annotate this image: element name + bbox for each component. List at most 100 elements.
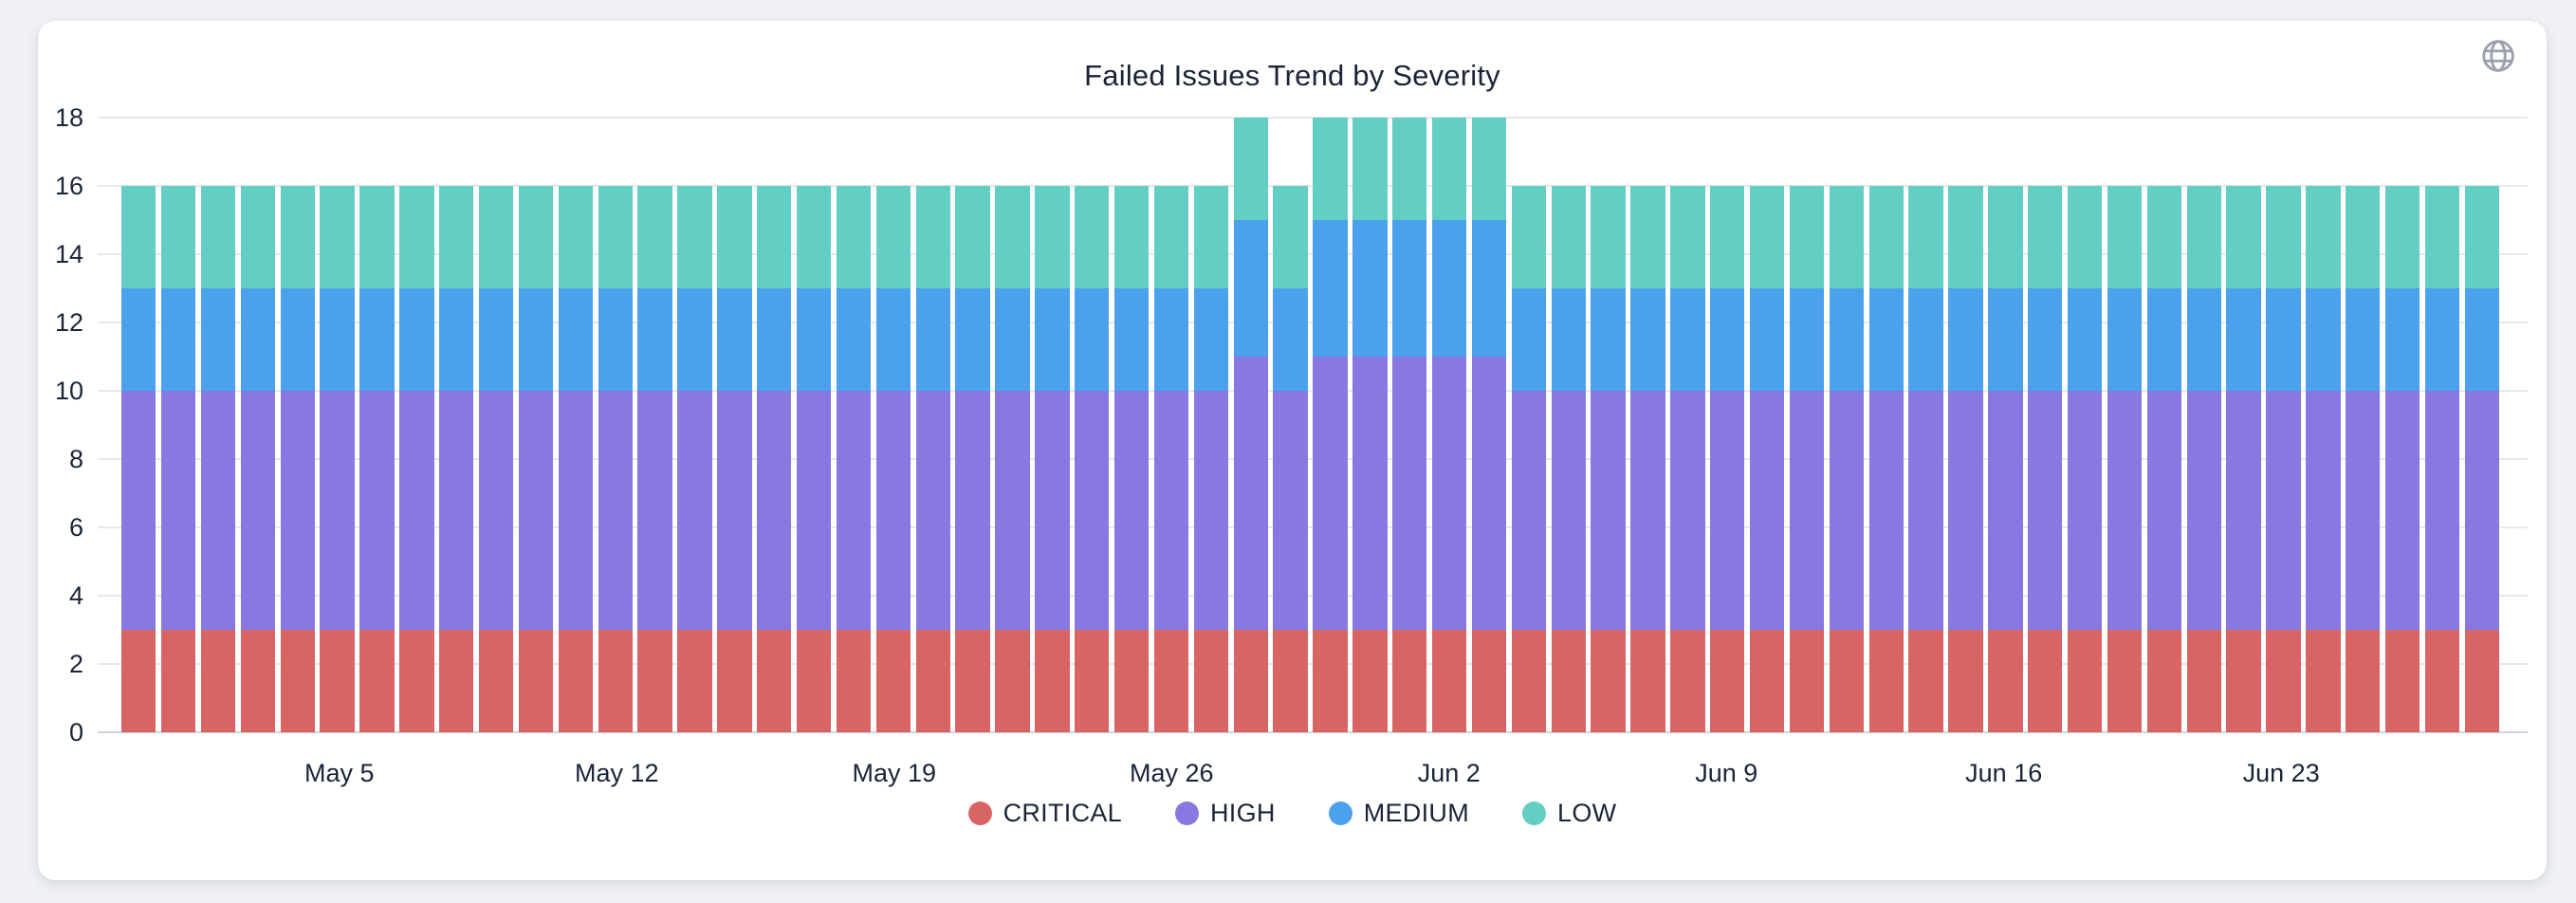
bar[interactable] xyxy=(1392,118,1427,732)
bar-segment-medium[interactable] xyxy=(399,288,434,391)
bar-segment-critical[interactable] xyxy=(1193,630,1228,732)
bar[interactable] xyxy=(2266,186,2301,732)
bar-segment-high[interactable] xyxy=(1273,391,1308,630)
bar-segment-low[interactable] xyxy=(1908,186,1943,288)
bar-segment-low[interactable] xyxy=(717,186,752,288)
bar-segment-high[interactable] xyxy=(1075,391,1110,630)
bar-segment-critical[interactable] xyxy=(359,630,395,732)
bar-segment-high[interactable] xyxy=(1829,391,1864,630)
bar-segment-critical[interactable] xyxy=(1431,630,1467,732)
bar-segment-high[interactable] xyxy=(2107,391,2143,630)
bar-segment-high[interactable] xyxy=(2186,391,2221,630)
bar-segment-high[interactable] xyxy=(2028,391,2063,630)
bar-segment-medium[interactable] xyxy=(1948,288,1983,391)
bar-segment-high[interactable] xyxy=(677,391,712,630)
bar-segment-critical[interactable] xyxy=(121,630,156,732)
bar-segment-critical[interactable] xyxy=(518,630,554,732)
bar[interactable] xyxy=(955,186,990,732)
bar-segment-critical[interactable] xyxy=(320,630,355,732)
bar-segment-critical[interactable] xyxy=(2464,630,2499,732)
bar[interactable] xyxy=(757,186,792,732)
bar-segment-low[interactable] xyxy=(1749,186,1785,288)
bar-segment-critical[interactable] xyxy=(1908,630,1943,732)
bar-segment-medium[interactable] xyxy=(796,288,832,391)
bar-segment-low[interactable] xyxy=(2424,186,2460,288)
bar[interactable] xyxy=(2346,186,2381,732)
bar-segment-high[interactable] xyxy=(1908,391,1943,630)
bar-segment-critical[interactable] xyxy=(598,630,633,732)
bar-segment-high[interactable] xyxy=(2067,391,2103,630)
bar-segment-critical[interactable] xyxy=(1630,630,1665,732)
bar-segment-medium[interactable] xyxy=(598,288,633,391)
bar[interactable] xyxy=(1113,186,1150,732)
bar-segment-critical[interactable] xyxy=(160,630,196,732)
bar-segment-low[interactable] xyxy=(1313,118,1348,220)
bar[interactable] xyxy=(836,186,872,732)
bar-segment-high[interactable] xyxy=(1868,391,1904,630)
bar[interactable] xyxy=(2424,186,2460,732)
bar-segment-high[interactable] xyxy=(757,391,792,630)
bar-segment-medium[interactable] xyxy=(1233,220,1268,357)
bar[interactable] xyxy=(280,186,315,732)
bar-segment-low[interactable] xyxy=(2306,186,2341,288)
bar[interactable] xyxy=(2306,186,2341,732)
bar[interactable] xyxy=(439,186,474,732)
bar-segment-low[interactable] xyxy=(1670,186,1705,288)
bar[interactable] xyxy=(875,186,911,732)
bar[interactable] xyxy=(2186,186,2221,732)
bar-segment-high[interactable] xyxy=(1153,391,1189,630)
bar-segment-medium[interactable] xyxy=(637,288,672,391)
bar-segment-critical[interactable] xyxy=(1392,630,1427,732)
bar-segment-high[interactable] xyxy=(1749,391,1785,630)
bar-segment-critical[interactable] xyxy=(1273,630,1308,732)
bar[interactable] xyxy=(1431,118,1467,732)
bar-segment-critical[interactable] xyxy=(2186,630,2221,732)
bar[interactable] xyxy=(1471,118,1507,732)
bar-segment-medium[interactable] xyxy=(1471,220,1507,357)
bar-segment-low[interactable] xyxy=(2384,186,2420,288)
bar-segment-medium[interactable] xyxy=(955,288,990,391)
bar-segment-high[interactable] xyxy=(1193,391,1228,630)
bar-segment-low[interactable] xyxy=(796,186,832,288)
bar-segment-low[interactable] xyxy=(320,186,355,288)
bar[interactable] xyxy=(2226,186,2261,732)
bar-segment-high[interactable] xyxy=(1313,357,1348,630)
bar-segment-critical[interactable] xyxy=(1511,630,1546,732)
bar-segment-critical[interactable] xyxy=(1551,630,1586,732)
bar[interactable] xyxy=(558,186,593,732)
bar-segment-medium[interactable] xyxy=(875,288,911,391)
bar-segment-critical[interactable] xyxy=(1352,630,1388,732)
bar-segment-critical[interactable] xyxy=(399,630,434,732)
bar-segment-low[interactable] xyxy=(1988,186,2023,288)
bar-segment-medium[interactable] xyxy=(1313,220,1348,357)
bar-segment-critical[interactable] xyxy=(1591,630,1626,732)
bar-segment-critical[interactable] xyxy=(836,630,872,732)
bar[interactable] xyxy=(598,186,633,732)
bar[interactable] xyxy=(1313,118,1348,732)
bar-segment-high[interactable] xyxy=(160,391,196,630)
bar-segment-critical[interactable] xyxy=(1113,630,1150,732)
bar[interactable] xyxy=(200,186,236,732)
bar[interactable] xyxy=(1035,186,1070,732)
bar[interactable] xyxy=(399,186,434,732)
bar-segment-low[interactable] xyxy=(1551,186,1586,288)
bar-segment-high[interactable] xyxy=(796,391,832,630)
bar-segment-high[interactable] xyxy=(2384,391,2420,630)
bar-segment-high[interactable] xyxy=(1431,357,1467,630)
bar-segment-low[interactable] xyxy=(1630,186,1665,288)
legend-item-low[interactable]: LOW xyxy=(1522,799,1616,828)
bar-segment-critical[interactable] xyxy=(2266,630,2301,732)
bar[interactable] xyxy=(1630,186,1665,732)
bar-segment-low[interactable] xyxy=(1511,186,1546,288)
bar[interactable] xyxy=(1233,118,1268,732)
bar-segment-high[interactable] xyxy=(240,391,275,630)
bar-segment-medium[interactable] xyxy=(2424,288,2460,391)
bar[interactable] xyxy=(1789,186,1825,732)
bar-segment-critical[interactable] xyxy=(1035,630,1070,732)
bar-segment-critical[interactable] xyxy=(200,630,236,732)
bar-segment-low[interactable] xyxy=(518,186,554,288)
bar-segment-low[interactable] xyxy=(280,186,315,288)
bar-segment-medium[interactable] xyxy=(1868,288,1904,391)
bar-segment-medium[interactable] xyxy=(359,288,395,391)
bar-segment-low[interactable] xyxy=(836,186,872,288)
